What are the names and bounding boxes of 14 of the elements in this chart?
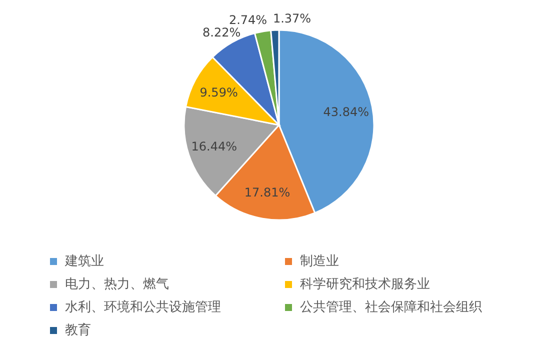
data-label: 1.37% bbox=[272, 12, 312, 26]
legend-label: 电力、热力、燃气 bbox=[65, 276, 169, 293]
data-label: 9.59% bbox=[200, 86, 238, 100]
legend-label: 公共管理、社会保障和社会组织 bbox=[300, 299, 482, 316]
legend-label: 科学研究和技术服务业 bbox=[300, 276, 430, 293]
legend-label: 教育 bbox=[65, 322, 91, 339]
data-label: 16.44% bbox=[191, 140, 238, 154]
legend-label: 建筑业 bbox=[65, 253, 104, 270]
legend-label: 制造业 bbox=[300, 253, 339, 270]
data-label: 17.81% bbox=[244, 185, 290, 200]
data-label: 2.74% bbox=[228, 13, 268, 28]
legend-label: 水利、环境和公共设施管理 bbox=[65, 299, 221, 316]
data-label: 8.22% bbox=[202, 25, 241, 40]
data-label: 43.84% bbox=[323, 104, 370, 119]
